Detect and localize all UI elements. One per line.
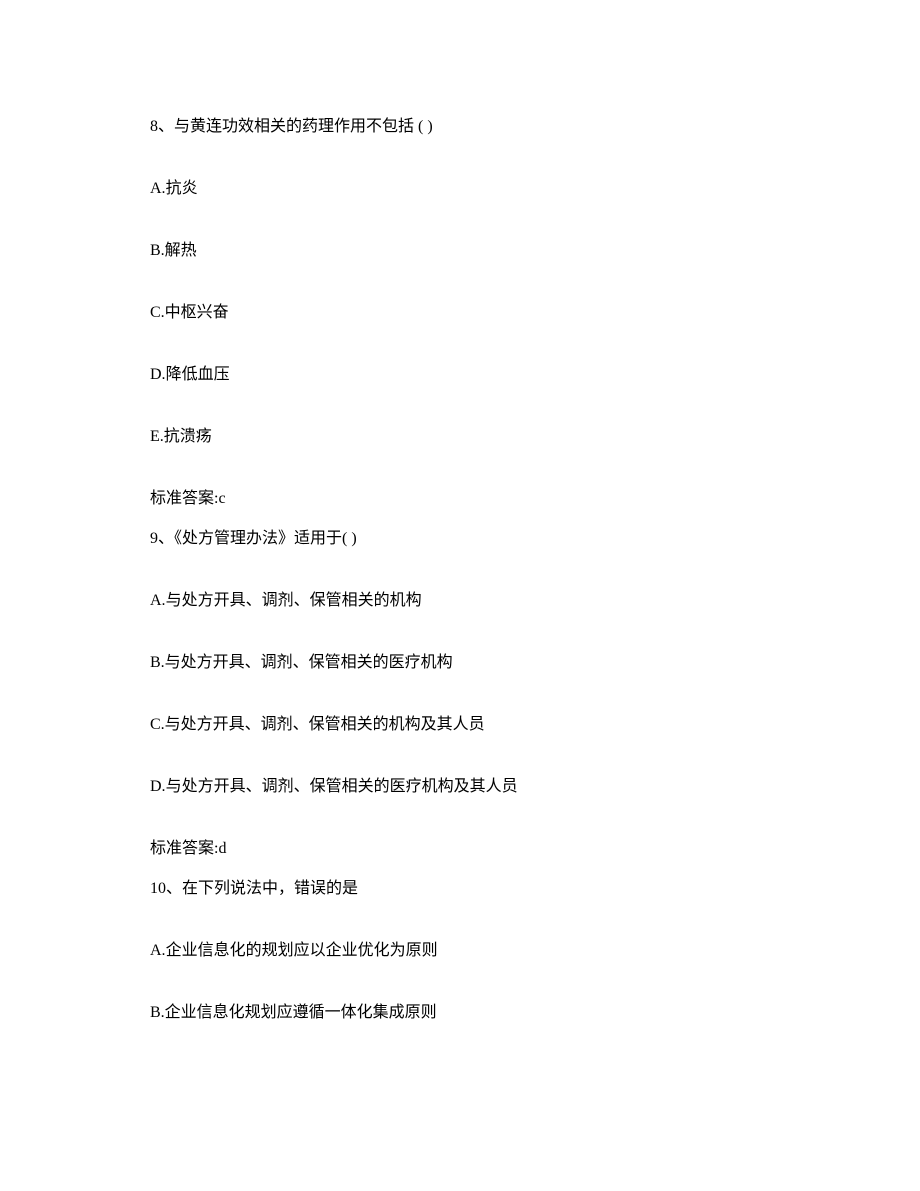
- option-d: D.降低血压: [150, 363, 770, 387]
- option-text: 与处方开具、调剂、保管相关的医疗机构: [165, 654, 453, 671]
- option-text: 与处方开具、调剂、保管相关的机构及其人员: [165, 716, 485, 733]
- option-label: C.: [150, 304, 165, 321]
- option-text: 企业信息化规划应遵循一体化集成原则: [165, 1004, 437, 1021]
- option-text: 企业信息化的规划应以企业优化为原则: [166, 942, 438, 959]
- answer-label: 标准答案:: [150, 840, 218, 857]
- option-b: B.与处方开具、调剂、保管相关的医疗机构: [150, 651, 770, 675]
- option-b: B.企业信息化规划应遵循一体化集成原则: [150, 1001, 770, 1025]
- option-label: A.: [150, 180, 166, 197]
- option-text: 抗溃疡: [164, 428, 212, 445]
- document-content: 8、与黄连功效相关的药理作用不包括 ( ) A.抗炎 B.解热 C.中枢兴奋 D…: [0, 0, 920, 1025]
- option-text: 降低血压: [166, 366, 230, 383]
- question-stem-10: 10、在下列说法中，错误的是: [150, 877, 770, 901]
- answer-label: 标准答案:: [150, 490, 218, 507]
- question-stem-9: 9、《处方管理办法》适用于( ): [150, 527, 770, 551]
- answer-8: 标准答案:c: [150, 487, 770, 511]
- question-text: 在下列说法中，错误的是: [182, 880, 358, 897]
- option-label: E.: [150, 428, 164, 445]
- question-number: 10、: [150, 880, 182, 897]
- option-label: B.: [150, 242, 165, 259]
- option-text: 中枢兴奋: [165, 304, 229, 321]
- option-label: B.: [150, 654, 165, 671]
- option-b: B.解热: [150, 239, 770, 263]
- question-text: 与黄连功效相关的药理作用不包括 ( ): [174, 118, 433, 135]
- option-label: B.: [150, 1004, 165, 1021]
- option-c: C.中枢兴奋: [150, 301, 770, 325]
- option-text: 抗炎: [166, 180, 198, 197]
- option-c: C.与处方开具、调剂、保管相关的机构及其人员: [150, 713, 770, 737]
- option-label: C.: [150, 716, 165, 733]
- option-text: 与处方开具、调剂、保管相关的医疗机构及其人员: [166, 778, 518, 795]
- answer-value: c: [218, 490, 225, 507]
- option-a: A.与处方开具、调剂、保管相关的机构: [150, 589, 770, 613]
- option-label: A.: [150, 592, 166, 609]
- question-number: 9、: [150, 530, 174, 547]
- option-label: A.: [150, 942, 166, 959]
- option-text: 与处方开具、调剂、保管相关的机构: [166, 592, 422, 609]
- option-text: 解热: [165, 242, 197, 259]
- option-a: A.抗炎: [150, 177, 770, 201]
- question-number: 8、: [150, 118, 174, 135]
- option-d: D.与处方开具、调剂、保管相关的医疗机构及其人员: [150, 775, 770, 799]
- option-label: D.: [150, 778, 166, 795]
- question-text: 《处方管理办法》适用于( ): [174, 530, 357, 547]
- answer-9: 标准答案:d: [150, 837, 770, 861]
- option-a: A.企业信息化的规划应以企业优化为原则: [150, 939, 770, 963]
- option-label: D.: [150, 366, 166, 383]
- question-stem-8: 8、与黄连功效相关的药理作用不包括 ( ): [150, 115, 770, 139]
- answer-value: d: [218, 840, 226, 857]
- option-e: E.抗溃疡: [150, 425, 770, 449]
